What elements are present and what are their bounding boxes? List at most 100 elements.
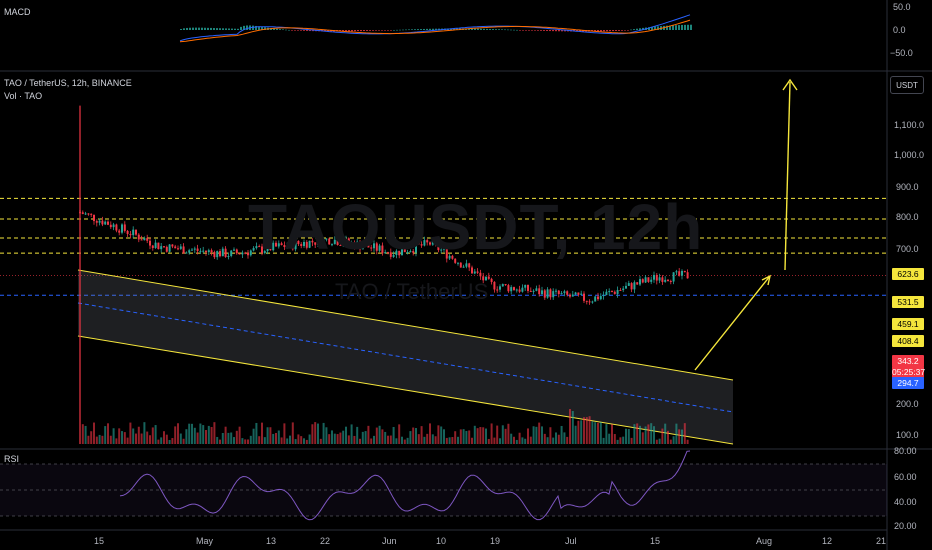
candle-body [317, 237, 319, 245]
macd-histogram-bar [204, 27, 206, 30]
rsi-tick: 40.00 [894, 497, 917, 507]
macd-histogram-bar [237, 28, 239, 30]
candle-body [513, 287, 515, 291]
candle-body [115, 224, 118, 231]
volume-bar [468, 430, 471, 444]
candle-body [389, 252, 392, 257]
candle-body [583, 293, 585, 301]
macd-histogram-bar [618, 30, 620, 31]
volume-bar [165, 434, 168, 444]
candle-body [207, 250, 210, 253]
volume-bar [403, 439, 406, 444]
time-tick: 19 [490, 536, 501, 546]
candle-body [168, 244, 171, 252]
candle-body [364, 244, 367, 247]
candle-body [398, 250, 401, 256]
volume-bar [317, 423, 319, 444]
macd-histogram-bar [525, 30, 527, 31]
candle-body [233, 249, 235, 251]
volume-bar [297, 434, 300, 444]
macd-histogram-bar [276, 28, 278, 30]
macd-histogram-bar [558, 30, 560, 32]
candle-body [415, 242, 417, 253]
candle-body [129, 233, 132, 236]
macd-histogram-bar [201, 27, 203, 30]
volume-bar [417, 434, 420, 444]
candle-body [140, 239, 143, 241]
volume-bar [210, 427, 213, 444]
candle-body [241, 252, 244, 255]
candle-body [633, 282, 636, 290]
volume-bar [549, 427, 552, 444]
macd-histogram-bar [243, 25, 245, 30]
macd-label: MACD [4, 7, 31, 17]
macd-histogram-bar [357, 30, 359, 32]
candle-body [112, 224, 115, 228]
volume-bar [115, 438, 118, 444]
candle-body [196, 248, 199, 251]
volume-bar [266, 427, 269, 444]
macd-histogram-bar [687, 24, 689, 30]
volume-bar [434, 436, 437, 444]
volume-bar [182, 438, 185, 444]
candle-body [605, 291, 608, 296]
macd-histogram-bar [624, 30, 626, 31]
volume-bar [479, 427, 482, 444]
candle-body [440, 249, 443, 251]
volume-bar [247, 439, 249, 444]
volume-bar [487, 438, 490, 444]
candle-body [465, 263, 468, 267]
candle-body [591, 301, 594, 303]
candle-body [451, 255, 454, 259]
macd-histogram-bar [639, 28, 641, 30]
macd-histogram-bar [555, 30, 557, 32]
volume-bar [98, 434, 101, 444]
price-tick: 1,100.0 [894, 120, 925, 130]
macd-histogram-bar [690, 24, 692, 30]
volume-bar [473, 425, 476, 444]
volume-bar [356, 426, 359, 444]
volume-bar [87, 435, 90, 444]
candle-body [639, 279, 641, 285]
macd-histogram-bar [609, 30, 611, 32]
rsi-tick: 80.00 [894, 446, 917, 456]
macd-tick: 0.0 [893, 25, 906, 35]
macd-histogram-bar [300, 30, 302, 31]
macd-histogram-bar [468, 28, 470, 30]
macd-histogram-bar [207, 27, 209, 30]
volume-bar [294, 439, 297, 444]
volume-bar [286, 438, 289, 444]
volume-bar [272, 433, 275, 444]
macd-histogram-bar [438, 28, 440, 30]
macd-histogram-bar [540, 30, 542, 31]
candle-body [297, 240, 300, 245]
macd-histogram-bar [216, 28, 218, 30]
volume-bar [678, 429, 681, 444]
macd-histogram-bar [495, 29, 497, 30]
time-tick: 13 [266, 536, 277, 546]
volume-bar [518, 432, 521, 444]
macd-histogram-bar [531, 30, 533, 31]
volume-bar [123, 432, 126, 444]
time-tick: Aug [756, 536, 773, 546]
macd-histogram-bar [651, 26, 653, 30]
volume-bar [249, 435, 252, 444]
volume-bar [445, 437, 448, 444]
candle-body [373, 243, 375, 249]
volume-bar [409, 431, 412, 444]
candle-body [552, 291, 555, 298]
price-tag-level-2: 531.5 [892, 296, 924, 308]
macd-histogram-bar [417, 29, 419, 30]
macd-histogram-bar [342, 30, 344, 32]
macd-histogram-bar [615, 30, 617, 32]
macd-histogram-bar [648, 27, 650, 30]
macd-histogram-bar [297, 30, 299, 31]
currency-button[interactable]: USDT [890, 76, 924, 94]
macd-histogram-bar [396, 29, 398, 31]
volume-bar [499, 438, 501, 444]
candle-body [135, 229, 137, 235]
macd-histogram-bar [408, 29, 410, 31]
macd-histogram-bar [522, 30, 524, 31]
channel-midline [77, 302, 734, 413]
